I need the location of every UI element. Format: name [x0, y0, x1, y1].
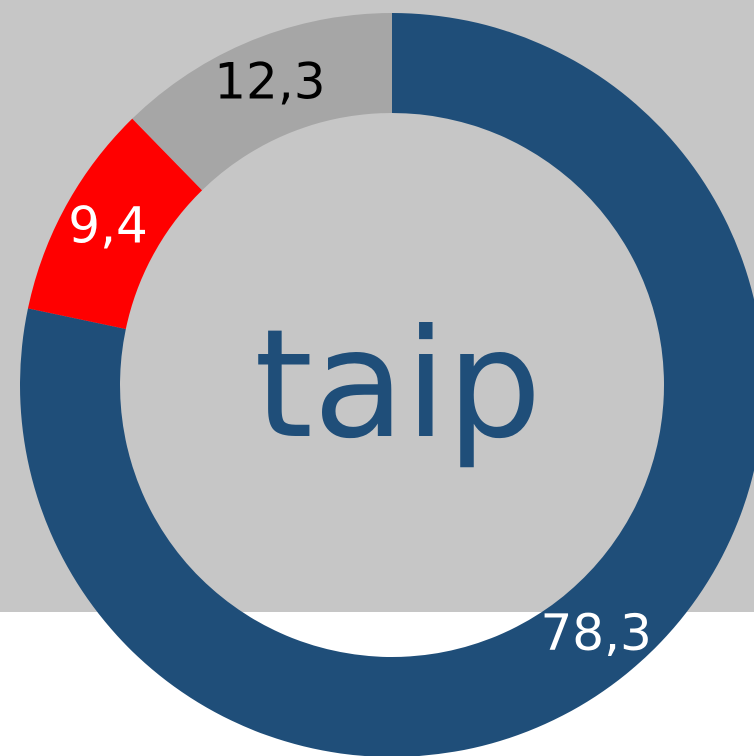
- donut: [20, 13, 754, 756]
- donut-slice: [27, 118, 203, 330]
- center-label: taip: [254, 298, 542, 472]
- value-label: 78,3: [540, 604, 651, 662]
- value-label: 12,3: [214, 52, 325, 110]
- donut-slice: [132, 13, 392, 191]
- value-label: 9,4: [68, 196, 148, 254]
